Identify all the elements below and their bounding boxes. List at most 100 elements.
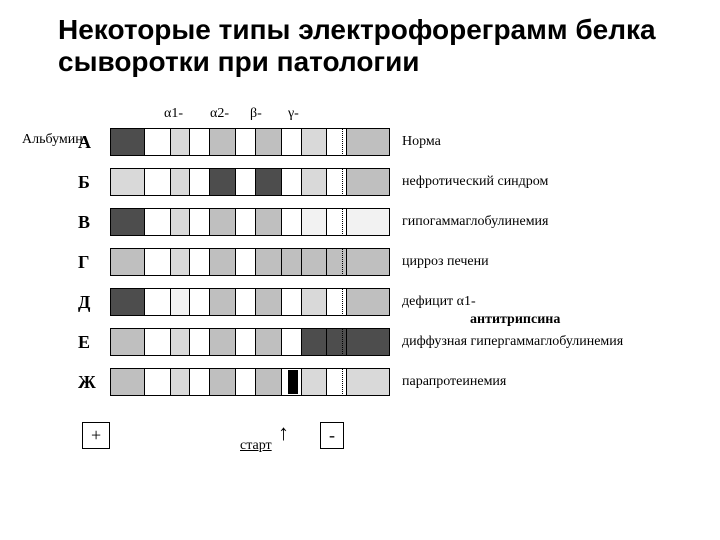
band-cell — [302, 369, 328, 395]
band-cell — [145, 169, 171, 195]
row-letter: Д — [78, 292, 90, 313]
fraction-label: γ- — [288, 106, 299, 122]
fraction-label: α1- — [164, 106, 183, 122]
band-cell — [145, 369, 171, 395]
row-description: цирроз печени — [402, 254, 489, 270]
band-cell — [236, 289, 256, 315]
band-cell — [236, 169, 256, 195]
band-cell — [210, 369, 236, 395]
band-cell — [145, 209, 171, 235]
band-cell — [236, 129, 256, 155]
band-cell — [236, 329, 256, 355]
electropherogram-strip — [110, 368, 390, 396]
band-cell — [190, 369, 210, 395]
row-letter: А — [78, 132, 91, 153]
origin-line — [342, 328, 343, 356]
band-cell — [282, 209, 302, 235]
band-cell — [236, 209, 256, 235]
band-cell — [256, 289, 282, 315]
band-cell — [111, 129, 145, 155]
band-cell — [145, 329, 171, 355]
band-cell — [327, 129, 347, 155]
band-cell — [111, 329, 145, 355]
band-cell — [282, 289, 302, 315]
band-cell — [190, 329, 210, 355]
band-cell — [302, 289, 328, 315]
row-letter: Г — [78, 252, 89, 273]
band-cell — [327, 329, 347, 355]
band-cell — [302, 169, 328, 195]
band-cell — [171, 369, 191, 395]
band-cell — [190, 129, 210, 155]
band-cell — [327, 289, 347, 315]
band-cell — [190, 289, 210, 315]
band-cell — [111, 289, 145, 315]
band-cell — [302, 249, 328, 275]
band-cell — [171, 169, 191, 195]
albumin-label: Альбумин — [22, 132, 83, 148]
band-cell — [327, 249, 347, 275]
band-cell — [210, 209, 236, 235]
slide-title: Некоторые типы электрофореграмм белка сы… — [58, 14, 678, 78]
band-cell — [256, 209, 282, 235]
band-cell — [210, 129, 236, 155]
band-cell — [210, 289, 236, 315]
band-cell — [327, 369, 347, 395]
row-letter: Ж — [78, 372, 96, 393]
band-cell — [282, 129, 302, 155]
band-cell — [236, 249, 256, 275]
band-cell — [111, 209, 145, 235]
band-cell — [210, 329, 236, 355]
band-cell — [145, 249, 171, 275]
band-cell — [171, 289, 191, 315]
band-cell — [347, 369, 389, 395]
electropherogram-strip — [110, 248, 390, 276]
band-cell — [256, 369, 282, 395]
start-label: старт — [240, 438, 272, 454]
band-cell — [302, 329, 328, 355]
band-cell — [145, 129, 171, 155]
row-letter: В — [78, 212, 90, 233]
origin-line — [342, 368, 343, 396]
band-cell — [347, 249, 389, 275]
fraction-label: β- — [250, 106, 262, 122]
band-cell — [171, 209, 191, 235]
band-cell — [327, 209, 347, 235]
band-cell — [347, 129, 389, 155]
electropherogram-strip — [110, 128, 390, 156]
band-cell — [145, 289, 171, 315]
band-cell — [111, 249, 145, 275]
band-cell — [282, 249, 302, 275]
band-cell — [302, 209, 328, 235]
row-description: Норма — [402, 134, 441, 150]
electropherogram-strip — [110, 288, 390, 316]
electropherogram-strip — [110, 168, 390, 196]
fraction-label: α2- — [210, 106, 229, 122]
origin-line — [342, 168, 343, 196]
band-cell — [256, 129, 282, 155]
band-cell — [256, 169, 282, 195]
electropherogram-strip — [110, 208, 390, 236]
band-cell — [256, 329, 282, 355]
band-cell — [347, 289, 389, 315]
origin-line — [342, 248, 343, 276]
origin-line — [342, 288, 343, 316]
row-description: парапротеинемия — [402, 374, 506, 390]
row-letter: Б — [78, 172, 90, 193]
row-description: диффузная гипергаммаглобулинемия — [402, 334, 623, 350]
band-cell — [171, 249, 191, 275]
band-cell — [327, 169, 347, 195]
band-cell — [347, 169, 389, 195]
origin-line — [342, 128, 343, 156]
row-description: гипогаммаглобулинемия — [402, 214, 549, 230]
band-cell — [190, 249, 210, 275]
band-cell — [282, 329, 302, 355]
band-cell — [190, 169, 210, 195]
band-cell — [171, 129, 191, 155]
row-description: дефицит α1- — [402, 294, 476, 310]
band-cell — [210, 169, 236, 195]
band-cell — [347, 329, 389, 355]
origin-arrow: ↑ — [278, 420, 289, 446]
band-cell — [171, 329, 191, 355]
band-cell — [111, 169, 145, 195]
